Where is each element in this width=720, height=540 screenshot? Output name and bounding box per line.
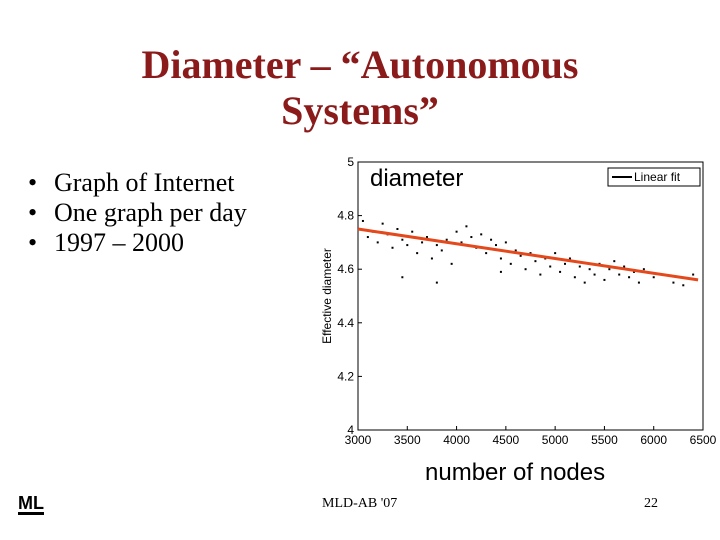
point (416, 252, 419, 255)
point (568, 257, 571, 260)
point (401, 238, 404, 241)
point (613, 260, 616, 263)
point (411, 230, 414, 233)
point (554, 252, 557, 255)
x-tick-label: 3500 (394, 433, 421, 447)
logo: ML (18, 493, 44, 515)
annotation: diameter (370, 165, 463, 192)
page-number: 22 (644, 496, 658, 511)
y-tick-label: 4.2 (337, 369, 354, 383)
point (445, 238, 448, 241)
point (578, 265, 581, 268)
y-tick-label: 5 (347, 155, 354, 169)
point (642, 268, 645, 271)
y-tick-label: 4.8 (337, 209, 354, 223)
x-tick-label: 4500 (493, 433, 520, 447)
y-tick-label: 4.4 (337, 316, 354, 330)
bullet: One graph per day (20, 198, 310, 228)
point (426, 236, 428, 239)
point (435, 244, 438, 247)
point (381, 222, 384, 225)
point (608, 268, 611, 271)
footer: MLD-AB '07 (322, 496, 398, 511)
point (549, 265, 552, 268)
point (421, 241, 424, 244)
x-tick-label: 4000 (443, 433, 470, 447)
point (499, 257, 502, 260)
x-tick-label: 3000 (345, 433, 372, 447)
point (628, 276, 631, 279)
point (485, 252, 488, 255)
bullet: 1997 – 2000 (20, 228, 310, 258)
point (583, 281, 586, 284)
point (430, 257, 433, 260)
plot-frame (357, 161, 704, 431)
x-tick-label: 5000 (542, 433, 569, 447)
point (593, 273, 596, 276)
point (672, 281, 675, 284)
point (603, 278, 606, 281)
point (440, 249, 443, 252)
y-axis-label: Effective diameter (320, 248, 334, 344)
x-tick-label: 6500 (690, 433, 717, 447)
point (490, 238, 493, 241)
point (470, 236, 473, 239)
point (618, 273, 621, 276)
point (509, 262, 512, 265)
x-tick-label: 6000 (640, 433, 667, 447)
slide-title: Diameter – “Autonomous Systems” (60, 42, 660, 134)
point (633, 270, 635, 273)
point (519, 254, 522, 257)
bullet: Graph of Internet (20, 168, 310, 198)
point (692, 273, 695, 276)
fit-line (357, 227, 699, 282)
point (396, 228, 399, 230)
point (559, 270, 562, 273)
point (495, 244, 497, 247)
point (564, 262, 566, 265)
point (376, 241, 379, 244)
y-tick-label: 4.6 (337, 262, 354, 276)
point (366, 236, 369, 239)
point (514, 249, 517, 252)
point (588, 268, 591, 271)
x-tick-label: 5500 (591, 433, 618, 447)
point (529, 252, 532, 255)
point (637, 281, 640, 284)
annotation: number of nodes (425, 459, 605, 486)
point (406, 244, 409, 247)
legend-label: Linear fit (634, 170, 681, 184)
point (435, 281, 438, 284)
bullet-list: Graph of Internet One graph per day 1997… (20, 168, 310, 258)
point (652, 276, 655, 279)
point (480, 233, 483, 236)
point (450, 262, 453, 265)
point (465, 225, 468, 228)
point (524, 268, 527, 271)
point (573, 276, 576, 279)
point (499, 270, 502, 273)
point (504, 241, 507, 244)
point (539, 273, 542, 276)
point (460, 241, 463, 244)
point (682, 284, 685, 287)
point (623, 265, 626, 268)
point (401, 276, 404, 279)
point (391, 246, 394, 249)
point (534, 260, 537, 263)
point (361, 219, 364, 222)
legend-box (607, 167, 701, 187)
point (455, 230, 458, 233)
title-line: Diameter – “Autonomous (141, 42, 579, 87)
title-line: Systems” (281, 88, 439, 133)
y-tick-label: 4 (347, 423, 354, 437)
